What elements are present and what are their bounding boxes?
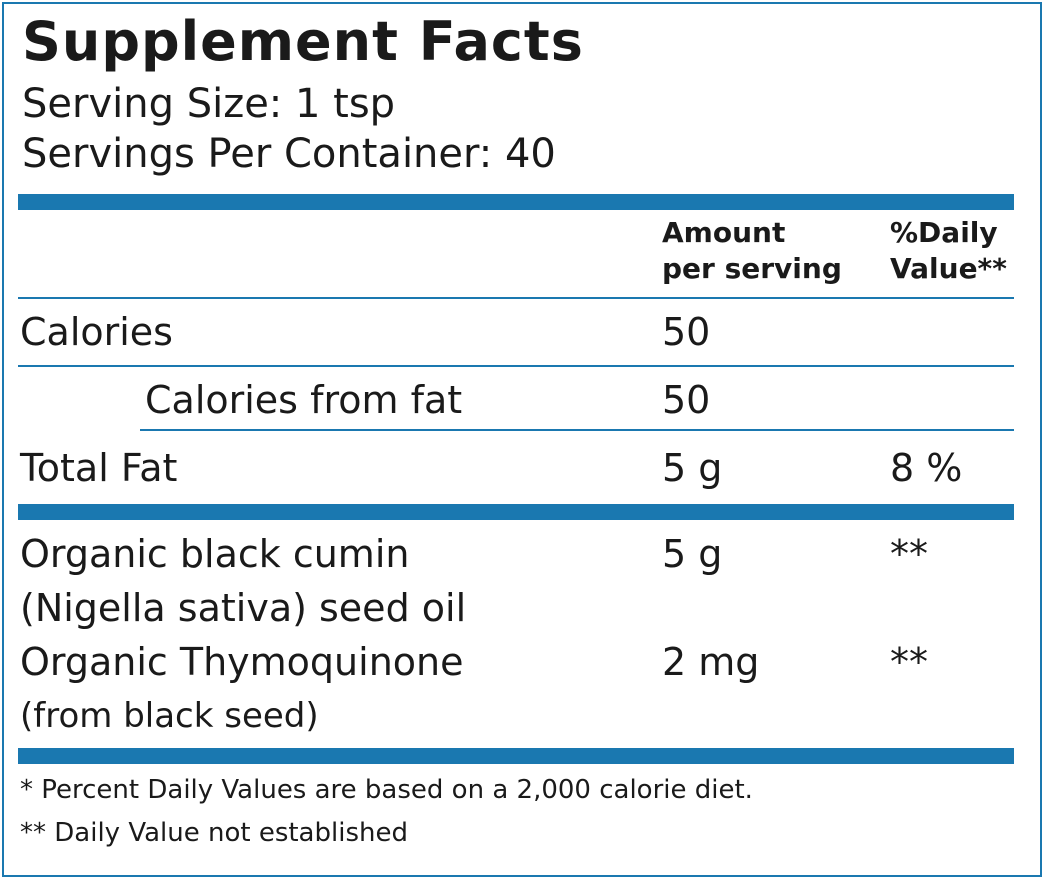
amount-header-line2: per serving [662,252,842,285]
dv-header-line2: Value** [890,252,1007,285]
thymoquinone-label-line2: (from black seed) [20,696,319,736]
cumin-label-line1: Organic black cumin [20,532,410,576]
thymoquinone-dv: ** [890,640,928,684]
divider-line [140,429,1014,431]
cumin-amount: 5 g [662,532,723,576]
amount-header-line1: Amount [662,216,786,249]
thymoquinone-amount: 2 mg [662,640,760,684]
footer-divider-bar [18,748,1014,764]
calories-amount: 50 [662,310,711,354]
footnote-daily-values: * Percent Daily Values are based on a 2,… [20,775,753,805]
calories-label: Calories [20,310,173,354]
header-divider-bar [18,194,1014,210]
divider-line [18,297,1014,299]
calories-from-fat-label: Calories from fat [145,378,463,422]
servings-per-container: Servings Per Container: 40 [22,131,556,177]
cumin-dv: ** [890,532,928,576]
total-fat-label: Total Fat [20,446,178,490]
footnote-not-established: ** Daily Value not established [20,818,408,848]
total-fat-amount: 5 g [662,446,723,490]
calories-from-fat-amount: 50 [662,378,711,422]
thymoquinone-label-line1: Organic Thymoquinone [20,640,464,684]
nutrient-divider-bar [18,504,1014,520]
serving-size: Serving Size: 1 tsp [22,81,396,127]
dv-header-line1: %Daily [890,216,998,249]
cumin-label-line2: (Nigella sativa) seed oil [20,586,467,630]
total-fat-dv: 8 % [890,446,963,490]
panel-title: Supplement Facts [22,10,584,73]
divider-line [18,365,1014,367]
